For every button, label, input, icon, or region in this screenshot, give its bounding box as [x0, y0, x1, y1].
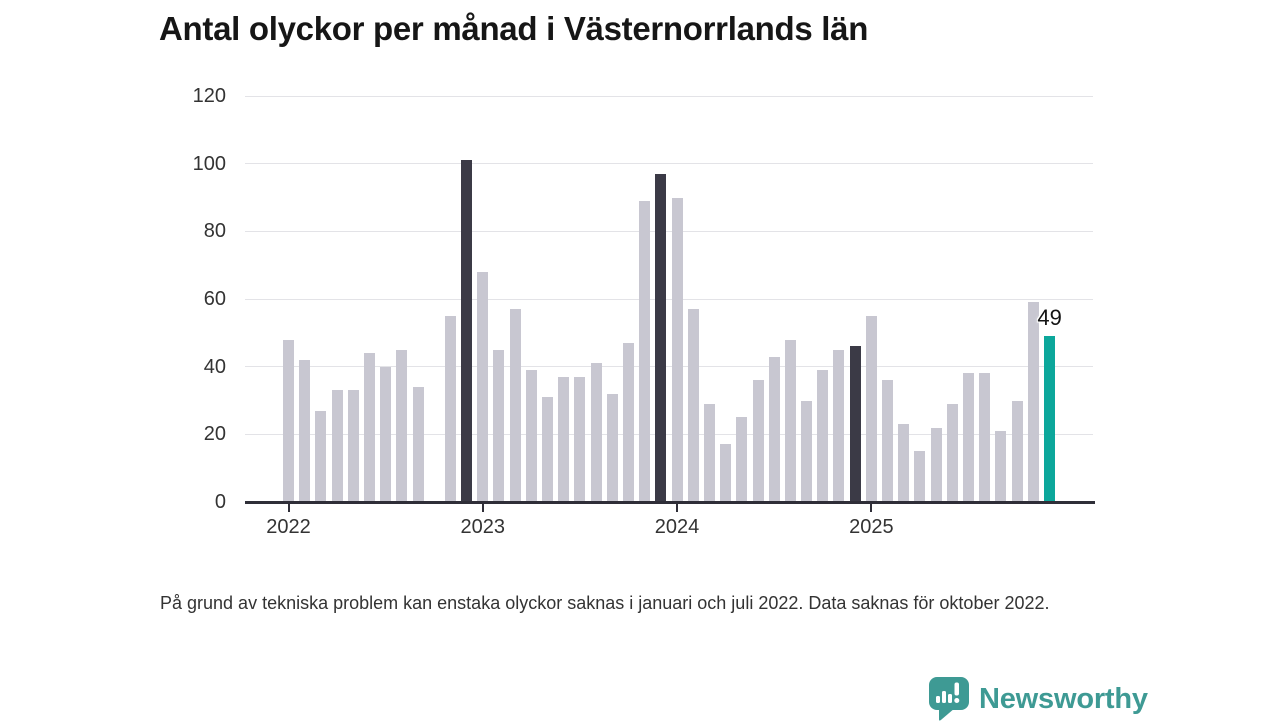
bar-2025-10	[1011, 400, 1023, 502]
bar-2025-12	[1043, 336, 1055, 502]
x-tick-label-2025: 2025	[849, 516, 894, 538]
bar-2024-02	[687, 309, 699, 502]
bar-2023-06	[558, 376, 570, 502]
bar-2024-12	[849, 346, 861, 502]
bar-2022-02	[299, 359, 311, 502]
bar-2022-08	[396, 349, 408, 502]
x-tick-2025	[870, 503, 873, 512]
bar-2022-12	[461, 160, 473, 502]
x-tick-label-2022: 2022	[266, 516, 311, 538]
x-tick-2024	[676, 503, 679, 512]
bar-2024-01	[671, 197, 683, 502]
bar-2024-07	[768, 356, 780, 502]
bar-2025-09	[995, 430, 1007, 502]
gridline-60	[245, 298, 1093, 300]
bar-2023-12	[655, 173, 667, 502]
bar-2024-08	[784, 339, 796, 502]
bar-2022-06	[363, 353, 375, 502]
newsworthy-logo: Newsworthy	[929, 677, 1148, 721]
bar-2024-09	[801, 400, 813, 502]
bar-2023-09	[606, 393, 618, 502]
y-tick-label-120: 120	[192, 85, 226, 107]
x-axis-line	[245, 500, 1095, 504]
bar-2025-05	[930, 427, 942, 502]
bar-2023-07	[574, 376, 586, 502]
newsworthy-wordmark: Newsworthy	[979, 682, 1148, 715]
bar-2023-04	[525, 370, 537, 502]
gridline-100	[245, 163, 1093, 165]
gridline-120	[245, 95, 1093, 97]
chart-title: Antal olyckor per månad i Västernorrland…	[159, 10, 869, 47]
bar-2022-07	[380, 366, 392, 502]
bar-2025-02	[882, 380, 894, 502]
bar-2023-11	[639, 200, 651, 502]
bar-2022-04	[331, 390, 343, 502]
bar-2024-04	[720, 444, 732, 502]
bar-2025-04	[914, 451, 926, 502]
bar-2023-05	[542, 397, 554, 502]
gridline-20	[245, 433, 1093, 435]
bar-2024-10	[817, 370, 829, 502]
bar-2025-07	[962, 373, 974, 502]
bar-2023-01	[477, 271, 489, 502]
bar-2025-11	[1027, 302, 1039, 502]
bar-2022-05	[347, 390, 359, 502]
bar-2022-01	[283, 339, 294, 502]
bar-2025-03	[898, 424, 910, 502]
bar-2023-02	[493, 349, 505, 502]
y-tick-label-60: 60	[203, 288, 226, 310]
bar-value-label: 49	[1037, 305, 1062, 331]
x-tick-2023	[481, 503, 484, 512]
bar-2025-06	[946, 403, 958, 502]
bar-2024-03	[703, 403, 715, 502]
bar-2024-11	[833, 349, 845, 502]
x-tick-label-2024: 2024	[654, 516, 700, 538]
y-tick-label-0: 0	[214, 491, 226, 513]
bar-2024-05	[736, 417, 748, 502]
bar-2022-11	[444, 315, 456, 502]
gridline-40	[245, 366, 1093, 368]
bar-2025-01	[865, 315, 877, 502]
bar-2023-03	[509, 309, 521, 502]
y-tick-label-40: 40	[203, 355, 226, 378]
gridline-80	[245, 230, 1093, 232]
bar-2025-08	[979, 373, 991, 502]
bar-2023-08	[590, 363, 602, 502]
newsworthy-bubble-chart-icon	[929, 677, 969, 721]
y-tick-label-20: 20	[203, 423, 226, 446]
bar-2022-09	[412, 386, 424, 502]
x-tick-label-2023: 2023	[460, 516, 506, 538]
y-tick-label-100: 100	[192, 152, 226, 175]
x-tick-2022	[287, 503, 290, 512]
bar-2022-03	[315, 410, 327, 502]
y-tick-label-80: 80	[203, 220, 226, 243]
bar-2024-06	[752, 380, 764, 502]
chart-footnote: På grund av tekniska problem kan enstaka…	[160, 593, 1050, 613]
bar-2023-10	[622, 342, 634, 502]
